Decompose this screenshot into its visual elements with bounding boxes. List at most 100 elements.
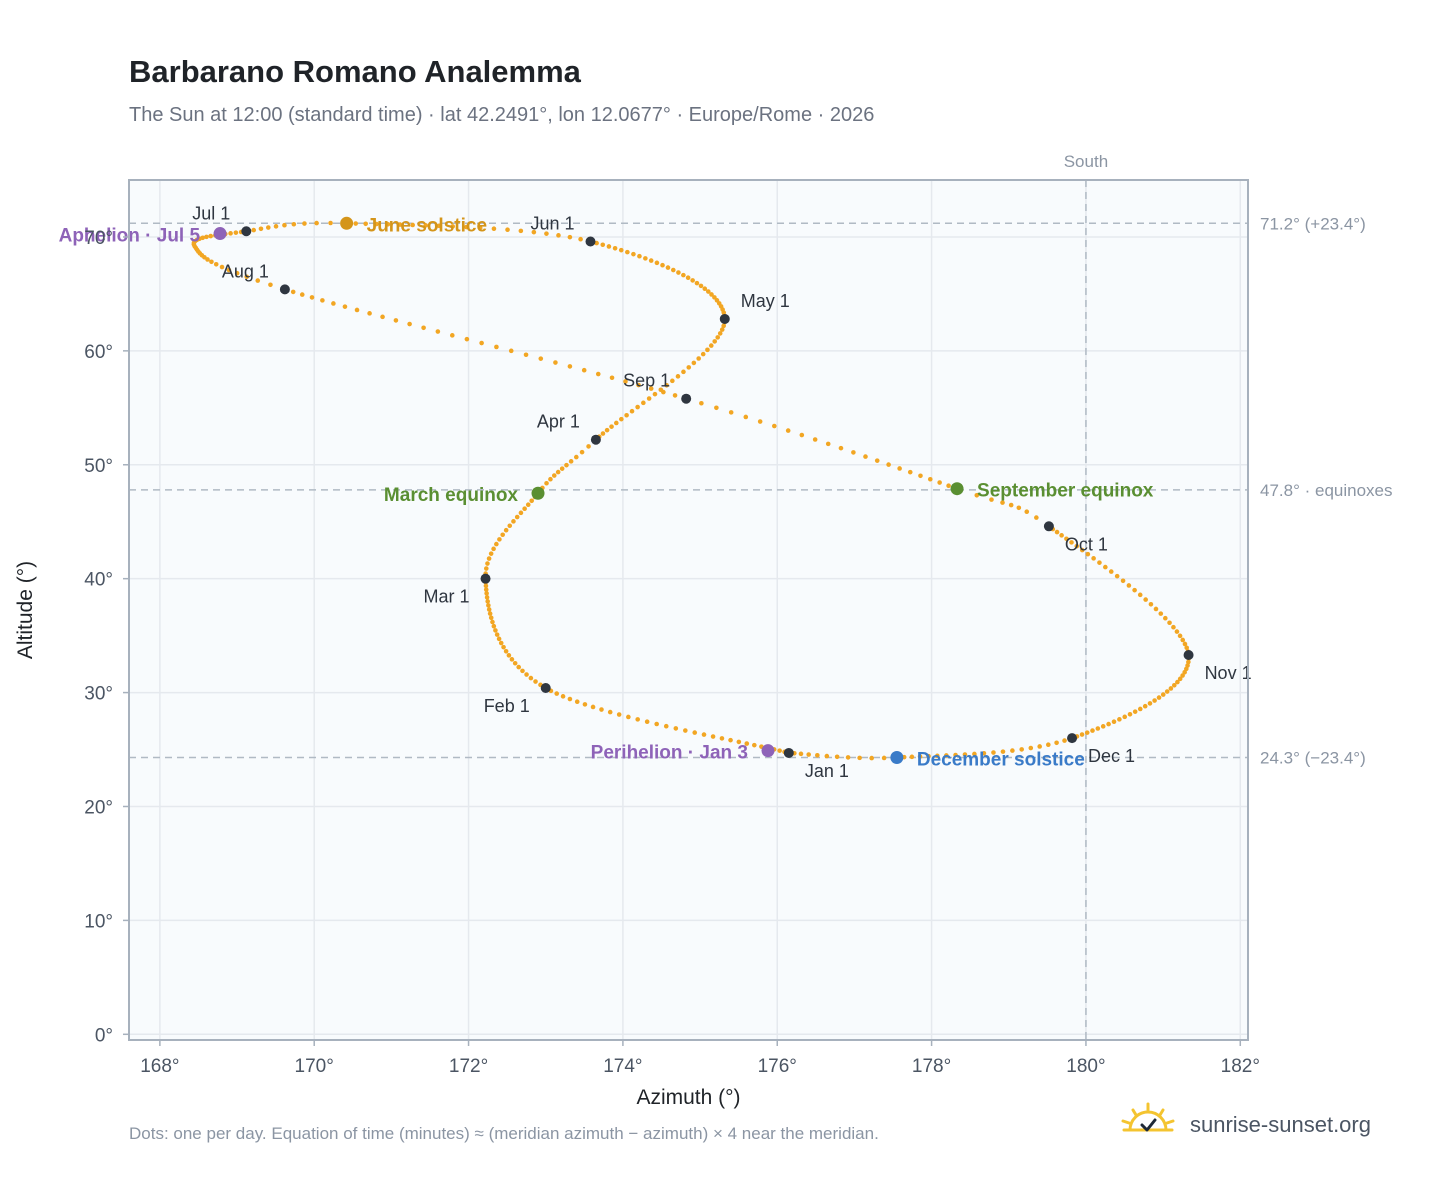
- event-label: December solstice: [917, 750, 1085, 771]
- daily-dot: [1180, 673, 1185, 678]
- daily-dot: [309, 295, 315, 300]
- daily-dot: [600, 431, 606, 436]
- event-label: September equinox: [977, 481, 1154, 502]
- daily-dot: [514, 514, 520, 520]
- daily-dot: [518, 228, 524, 234]
- daily-dot: [962, 752, 968, 757]
- daily-dot: [798, 751, 804, 757]
- daily-dot: [564, 462, 569, 468]
- daily-dot: [607, 709, 613, 715]
- daily-dot: [524, 672, 529, 677]
- daily-dot: [757, 419, 763, 424]
- daily-dot: [567, 234, 573, 240]
- daily-dot: [208, 233, 213, 239]
- daily-dot: [654, 260, 660, 266]
- daily-dot: [353, 221, 359, 226]
- daily-dot: [1008, 502, 1014, 508]
- daily-dot: [812, 437, 818, 442]
- daily-dot: [673, 726, 679, 731]
- daily-dot: [1000, 749, 1006, 754]
- daily-dot: [714, 405, 719, 411]
- reference-lines: 71.2° (+23.4°) 47.8° · equinoxes 24.3° (−2…: [129, 152, 1393, 1040]
- daily-dot: [485, 599, 490, 604]
- month-label: Aug 1: [222, 261, 269, 281]
- daily-dot: [1180, 637, 1186, 643]
- y-tick-label: 50°: [84, 456, 113, 477]
- daily-dot: [1108, 569, 1114, 574]
- daily-dot: [449, 333, 455, 338]
- daily-dot: [972, 751, 977, 757]
- event-markers: June solstice December solstice March equi…: [59, 215, 1154, 770]
- daily-dot: [897, 466, 902, 471]
- month-dot: [279, 284, 290, 295]
- daily-dot: [258, 226, 264, 232]
- daily-dot: [464, 224, 469, 230]
- month-dot: [540, 683, 551, 694]
- daily-dot: [609, 375, 615, 381]
- daily-dot: [483, 583, 489, 589]
- daily-dot: [491, 623, 497, 629]
- daily-dot: [643, 256, 648, 261]
- daily-dot: [1152, 698, 1157, 703]
- daily-dot: [522, 506, 527, 512]
- daily-dot: [717, 331, 723, 336]
- daily-dot: [1137, 706, 1143, 712]
- daily-dot: [314, 220, 319, 226]
- daily-dot: [556, 233, 561, 238]
- daily-dot: [520, 668, 525, 674]
- daily-dot: [1085, 551, 1091, 557]
- event-label: June solstice: [367, 215, 487, 236]
- daily-dot: [291, 221, 297, 227]
- daily-dot: [1177, 633, 1183, 639]
- reference-line-label: 71.2° (+23.4°): [1260, 214, 1366, 233]
- event-dot: [950, 482, 964, 496]
- daily-dot: [700, 351, 706, 357]
- daily-dot: [436, 223, 442, 229]
- daily-dot: [907, 469, 913, 475]
- daily-dot: [743, 414, 749, 420]
- daily-dot: [450, 224, 455, 229]
- daily-dot: [696, 356, 701, 361]
- daily-dot: [1126, 583, 1132, 588]
- daily-dot: [918, 473, 923, 479]
- daily-dot: [712, 295, 717, 300]
- page-subtitle: The Sun at 12:00 (standard time) · lat 4…: [129, 104, 875, 126]
- daily-dot: [490, 619, 495, 625]
- daily-dot: [529, 498, 535, 504]
- daily-dot: [219, 264, 225, 270]
- daily-dot: [1019, 747, 1024, 752]
- month-label: May 1: [741, 291, 790, 311]
- daily-dot: [488, 551, 494, 556]
- event-dot: [213, 227, 227, 241]
- daily-dot: [407, 321, 412, 327]
- daily-dot: [435, 329, 441, 334]
- daily-dot: [646, 396, 652, 401]
- daily-dot: [692, 730, 698, 735]
- daily-dot: [1156, 695, 1162, 700]
- daily-dot: [708, 343, 714, 348]
- daily-dot: [728, 737, 733, 743]
- daily-dot: [486, 607, 492, 612]
- daily-dot: [715, 335, 720, 340]
- daily-dot: [1171, 624, 1176, 630]
- brand-logo[interactable]: sunrise-sunset.org: [1120, 1102, 1400, 1146]
- daily-dot: [728, 410, 734, 415]
- daily-dot: [706, 289, 711, 294]
- daily-dot: [1091, 556, 1096, 561]
- daily-dot: [635, 404, 640, 410]
- x-tick-label: 176°: [758, 1056, 797, 1077]
- month-dot: [681, 393, 692, 404]
- month-dot: [590, 434, 601, 445]
- daily-dot: [518, 510, 524, 516]
- daily-dot: [606, 244, 612, 249]
- daily-dot: [1079, 547, 1085, 553]
- daily-dot: [710, 734, 716, 739]
- daily-dot: [946, 483, 951, 489]
- daily-dot: [1074, 543, 1080, 549]
- daily-dot: [935, 753, 940, 759]
- daily-dot: [226, 267, 232, 273]
- daily-dot: [397, 222, 403, 227]
- daily-dot: [484, 591, 489, 596]
- daily-dot: [1111, 719, 1117, 725]
